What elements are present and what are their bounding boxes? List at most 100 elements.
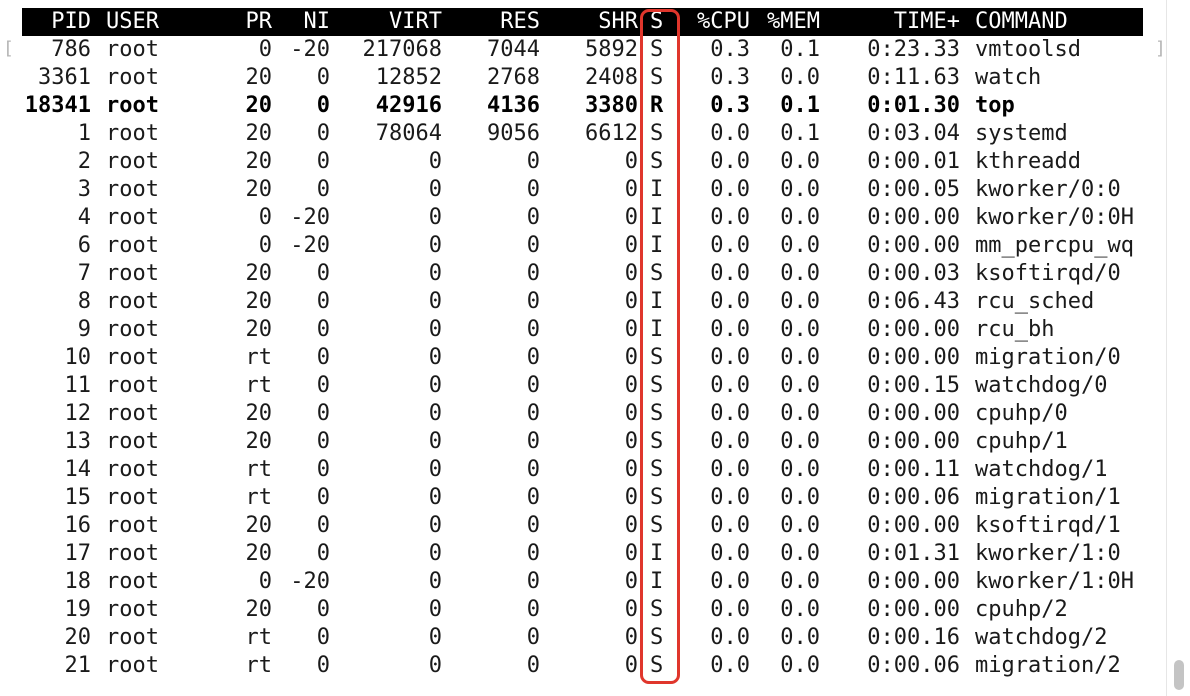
cell-res: 0: [526, 625, 540, 650]
cell-pr: 0: [258, 37, 272, 62]
cell-command: cpuhp/1: [975, 429, 1068, 454]
cell-cpu: 0.0: [710, 401, 750, 426]
cell-virt: 0: [428, 149, 442, 174]
cell-mem: 0.0: [780, 625, 820, 650]
cell-virt: 78064: [375, 121, 442, 146]
cell-ni: 0: [316, 373, 330, 398]
cell-pid: 2: [77, 149, 91, 174]
cell-command: kworker/1:0H: [975, 569, 1134, 594]
cell-user: root: [106, 597, 159, 622]
cell-cpu: 0.3: [710, 65, 750, 90]
cell-cpu: 0.3: [710, 37, 750, 62]
cell-user: root: [106, 205, 159, 230]
cell-virt: 0: [428, 261, 442, 286]
cell-pid: 11: [64, 373, 92, 398]
cell-cpu: 0.0: [710, 205, 750, 230]
cell-ni: -20: [290, 37, 330, 62]
cell-time: 0:00.15: [867, 373, 960, 398]
cell-cpu: 0.0: [710, 177, 750, 202]
table-row: 15 root rt 0 0 0 0 S 0.0 0.0 0:00.06 migration/1: [0, 484, 1165, 512]
cell-virt: 0: [428, 289, 442, 314]
cell-shr: 0: [624, 429, 638, 454]
cell-time: 0:00.00: [867, 233, 960, 258]
cell-ni: 0: [316, 597, 330, 622]
cell-cpu: 0.0: [710, 457, 750, 482]
cell-time: 0:00.00: [867, 401, 960, 426]
cell-shr: 0: [624, 569, 638, 594]
col-header-virt: VIRT: [389, 9, 442, 34]
cell-cpu: 0.0: [710, 261, 750, 286]
cell-time: 0:00.06: [867, 653, 960, 678]
cell-ni: -20: [290, 233, 330, 258]
cell-user: root: [106, 261, 159, 286]
cell-time: 0:00.00: [867, 205, 960, 230]
cell-mem: 0.0: [780, 345, 820, 370]
cell-pid: 1: [77, 121, 91, 146]
cell-ni: 0: [316, 401, 330, 426]
cell-cpu: 0.0: [710, 121, 750, 146]
cell-command: migration/0: [975, 345, 1121, 370]
table-row: 18 root 0 -20 0 0 0 I 0.0 0.0 0:00.00 kworker/1:0H: [0, 568, 1165, 596]
left-bracket: [: [3, 38, 14, 59]
cell-mem: 0.0: [780, 429, 820, 454]
scrollbar-track[interactable]: [1166, 0, 1190, 696]
cell-time: 0:00.00: [867, 345, 960, 370]
cell-cpu: 0.0: [710, 597, 750, 622]
table-row: 11 root rt 0 0 0 0 S 0.0 0.0 0:00.15 watchdog/0: [0, 372, 1165, 400]
cell-ni: 0: [316, 485, 330, 510]
cell-shr: 2408: [585, 65, 638, 90]
cell-shr: 0: [624, 625, 638, 650]
cell-user: root: [106, 429, 159, 454]
cell-user: root: [106, 177, 159, 202]
cell-pr: rt: [245, 653, 273, 678]
cell-shr: 0: [624, 317, 638, 342]
cell-time: 0:00.00: [867, 513, 960, 538]
state-column-highlight: [640, 9, 680, 684]
table-row: 20 root rt 0 0 0 0 S 0.0 0.0 0:00.16 watchdog/2: [0, 624, 1165, 652]
cell-pid: 21: [64, 653, 92, 678]
scrollbar-thumb[interactable]: [1174, 660, 1184, 690]
cell-command: watchdog/0: [975, 373, 1108, 398]
cell-shr: 0: [624, 289, 638, 314]
cell-ni: 0: [316, 653, 330, 678]
cell-virt: 42916: [375, 93, 442, 118]
cell-pid: 13: [64, 429, 92, 454]
cell-pid: 6: [77, 233, 91, 258]
cell-mem: 0.0: [780, 513, 820, 538]
cell-pid: 3: [77, 177, 91, 202]
cell-virt: 0: [428, 653, 442, 678]
cell-user: root: [106, 233, 159, 258]
cell-res: 0: [526, 485, 540, 510]
cell-time: 0:00.05: [867, 177, 960, 202]
cell-ni: 0: [316, 625, 330, 650]
cell-cpu: 0.0: [710, 513, 750, 538]
cell-mem: 0.0: [780, 233, 820, 258]
cell-user: root: [106, 625, 159, 650]
cell-res: 0: [526, 345, 540, 370]
cell-shr: 0: [624, 261, 638, 286]
cell-s: S: [650, 149, 664, 174]
cell-pid: 14: [64, 457, 92, 482]
cell-mem: 0.1: [780, 121, 820, 146]
cell-res: 0: [526, 429, 540, 454]
cell-pid: 15: [64, 485, 92, 510]
cell-pr: 20: [245, 541, 273, 566]
cell-user: root: [106, 93, 159, 118]
cell-time: 0:00.03: [867, 261, 960, 286]
cell-s: I: [650, 541, 664, 566]
cell-res: 0: [526, 177, 540, 202]
cell-shr: 0: [624, 541, 638, 566]
cell-cpu: 0.3: [710, 93, 750, 118]
cell-ni: 0: [316, 345, 330, 370]
cell-ni: 0: [316, 541, 330, 566]
cell-ni: 0: [316, 261, 330, 286]
cell-command: rcu_sched: [975, 289, 1095, 314]
table-row: 786 root 0 -20 217068 7044 5892 S 0.3 0.1 0:23.33 v…: [0, 36, 1165, 64]
cell-time: 0:00.16: [867, 625, 960, 650]
cell-time: 0:23.33: [867, 37, 960, 62]
cell-pr: 20: [245, 261, 273, 286]
cell-s: S: [650, 457, 664, 482]
cell-ni: 0: [316, 513, 330, 538]
cell-virt: 0: [428, 485, 442, 510]
right-bracket: ]: [1155, 38, 1166, 59]
